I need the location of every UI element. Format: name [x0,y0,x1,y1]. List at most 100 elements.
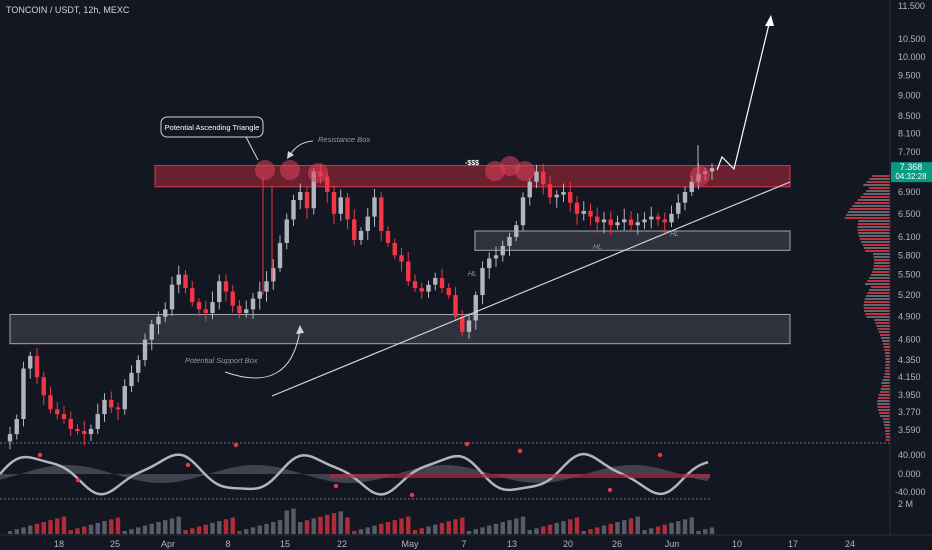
triangle-callout-box[interactable] [160,116,264,138]
volume-bar [109,519,114,534]
candle-body [453,295,458,317]
profile-bar [873,259,890,261]
candle-body [534,171,539,182]
profile-bar [884,427,890,429]
candle-body [176,274,181,285]
volume-bar [696,531,701,534]
candle-body [264,281,269,292]
volume-bar [115,517,121,534]
volume-bar [196,526,202,534]
volume-bar [142,525,148,534]
hl-label-3: HL [670,231,679,238]
profile-bar [863,193,890,195]
candle-body [541,171,546,185]
volume-bar [473,529,478,534]
candle-body [574,202,580,214]
candlestick-series [7,145,715,450]
candle-body [493,255,499,259]
osc-band [330,474,710,478]
hl-label-2: HL [593,244,602,251]
candle-body [68,419,73,429]
ascending-trendline[interactable] [271,181,791,397]
candle-body [223,281,229,292]
time-tick: 24 [845,539,855,549]
candle-body [406,261,411,282]
support-arrowhead [296,325,304,334]
profile-bar [868,187,890,189]
candle-body [115,407,121,410]
candle-body [109,399,114,408]
volume-bar [190,528,195,534]
profile-bar [852,205,890,207]
candle-body [122,386,127,410]
volume-bar [203,524,208,534]
profile-bar [857,226,890,228]
candle-body [595,216,600,223]
price-axis[interactable]: 11.500 10.500 10.000 9.500 9.000 8.500 8.100 7.… [898,1,926,435]
profile-bar [882,340,890,342]
profile-bar [885,364,890,366]
candle-body [331,192,337,214]
hl-label-1: HL [468,271,477,278]
profile-bar [858,220,890,222]
candle-body [88,428,94,435]
profile-bar [869,289,890,291]
volume-bar [264,523,269,534]
candle-body [345,197,350,220]
touch-marker [308,163,328,183]
price-tick: 4.150 [898,372,921,382]
volume-bar [304,520,310,534]
candle-body [689,181,694,193]
volume-bar [136,527,141,534]
price-tick: 10.000 [898,52,926,62]
candle-body [129,372,134,387]
candle-body [14,419,19,435]
volume-bar [257,525,262,534]
candle-body [372,197,377,217]
support-box-mid[interactable] [474,230,791,251]
candle-body [250,298,256,310]
profile-bar [863,247,890,249]
volume-bar [176,516,181,534]
volume-bar [365,527,370,534]
candle-body [338,197,343,214]
volume-bar [156,522,161,534]
profile-bar [884,373,890,375]
support-arrow [224,329,301,379]
candle-body [95,414,100,429]
candle-body [230,291,235,306]
volume-bar [446,521,451,534]
profile-bar [877,400,890,402]
vol-tick-2m: 2 M [898,499,913,509]
profile-bar [873,253,890,255]
candle-body [277,242,283,269]
touch-marker [255,160,275,180]
profile-bar [882,379,890,381]
profile-bar [882,418,890,420]
profile-bar [881,337,890,339]
candle-body [682,192,688,203]
oscillator-pane [0,441,710,500]
volume-bar [480,527,485,534]
volume-bar [514,518,519,534]
forecast-path[interactable] [716,19,771,171]
volume-bar [601,525,607,534]
volume-bar [669,522,674,534]
time-axis[interactable]: 18 25 Apr 8 15 22 May 7 13 20 26 Jun 10 17 24 [54,539,855,549]
candle-body [352,219,357,240]
support-box-lower[interactable] [9,313,791,345]
volume-bar [541,526,546,534]
volume-bar [426,526,431,534]
volume-bar [628,518,634,534]
profile-bar [877,397,890,399]
touch-marker [690,166,710,186]
volume-bar [581,531,586,534]
touch-marker [515,161,535,181]
osc-dot [409,492,415,498]
osc-dot [657,452,663,458]
price-tick: 7.700 [898,147,921,157]
volume-bar [230,517,235,534]
profile-bar [875,322,890,324]
volume-bar [534,528,539,534]
